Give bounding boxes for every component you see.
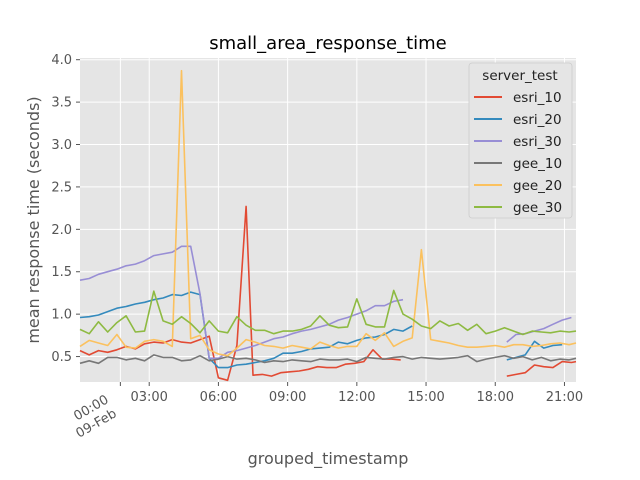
x-tick-label: 09:00 <box>269 390 306 405</box>
legend: server_test esri_10 esri_20 esri_30 gee_10g… <box>468 62 573 219</box>
y-tick-label: 1.0 <box>51 308 72 323</box>
y-axis-label: mean response time (seconds) <box>24 96 43 343</box>
x-tick-label: 06:00 <box>200 390 237 405</box>
chart-title: small_area_response_time <box>209 33 447 54</box>
x-axis-label: grouped_timestamp <box>248 449 409 469</box>
series-lines <box>79 69 577 382</box>
y-tick-label: 4.0 <box>51 53 72 68</box>
y-tick-label: 1.5 <box>51 265 72 280</box>
series-line-gee_10 <box>79 354 577 365</box>
y-tick-label: 2.5 <box>51 180 72 195</box>
y-tick-label: 3.0 <box>51 138 72 153</box>
x-tick-label: 21:00 <box>546 390 583 405</box>
legend-label-gee_30: gee_30 <box>513 200 562 216</box>
series-line-esri_10 <box>506 360 577 377</box>
legend-label-esri_20: esri_20 <box>513 112 562 128</box>
series-line-esri_20 <box>79 291 413 369</box>
legend-label-esri_10: esri_10 <box>513 90 562 106</box>
y-tick-label: 0.5 <box>51 350 72 365</box>
legend-label-esri_30: esri_30 <box>513 134 562 150</box>
axis-ticks: 0.51.01.52.02.53.03.54.000:0009-Feb03:00… <box>51 53 583 441</box>
legend-title: server_test <box>482 68 557 84</box>
x-tick-label: 15:00 <box>407 390 444 405</box>
legend-label-gee_20: gee_20 <box>513 178 562 194</box>
x-tick-label: 12:00 <box>338 390 375 405</box>
series-line-gee_20 <box>79 69 577 357</box>
x-tick-label: 03:00 <box>130 390 167 405</box>
series-line-gee_30 <box>79 289 577 336</box>
y-tick-label: 3.5 <box>51 96 72 111</box>
series-line-esri_30 <box>506 316 572 343</box>
legend-items: esri_10 esri_20 esri_30 gee_10 gee_20 gee_30 <box>474 90 562 216</box>
legend-box <box>468 62 573 219</box>
x-tick-label: 18:00 <box>477 390 514 405</box>
series-line-esri_30 <box>79 245 404 360</box>
y-tick-label: 2.0 <box>51 223 72 238</box>
legend-label-gee_10: gee_10 <box>513 156 562 172</box>
